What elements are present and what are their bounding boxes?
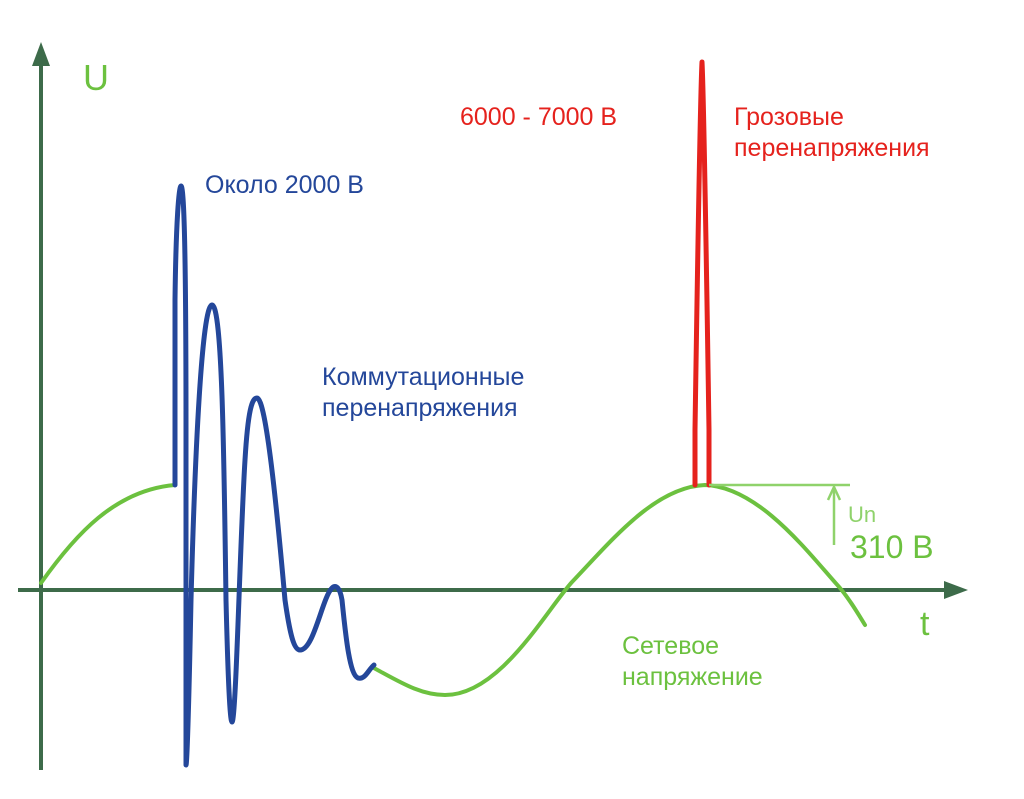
amplitude-marker: [709, 483, 850, 545]
y-axis-arrow: [32, 42, 50, 66]
lightning-value-label: 6000 - 7000 В: [460, 103, 617, 131]
mains-voltage-curve: [39, 483, 867, 697]
mains-curve-start: [39, 483, 177, 585]
mains-label-line1: Сетевое: [622, 632, 719, 660]
switching-title-line2: перенапряжения: [322, 394, 518, 422]
axes: [18, 42, 968, 770]
mains-label-line2: напряжение: [622, 663, 763, 691]
mains-curve-main: [370, 483, 867, 697]
lightning-title-line1: Грозовые: [734, 103, 844, 131]
lightning-overvoltage-spike: [692, 59, 712, 488]
switching-peak-label: Около 2000 В: [205, 171, 364, 199]
x-axis-arrow: [944, 581, 968, 599]
x-axis-label: t: [920, 605, 930, 643]
amplitude-symbol-label: Un: [848, 502, 876, 527]
switching-overvoltage-curve: [172, 183, 377, 768]
amplitude-arrow-head: [826, 484, 842, 501]
y-axis-label: U: [83, 57, 109, 98]
amplitude-value-label: 310 В: [850, 529, 934, 565]
switching-title-line1: Коммутационные: [322, 363, 524, 391]
lightning-title-line2: перенапряжения: [734, 134, 930, 162]
